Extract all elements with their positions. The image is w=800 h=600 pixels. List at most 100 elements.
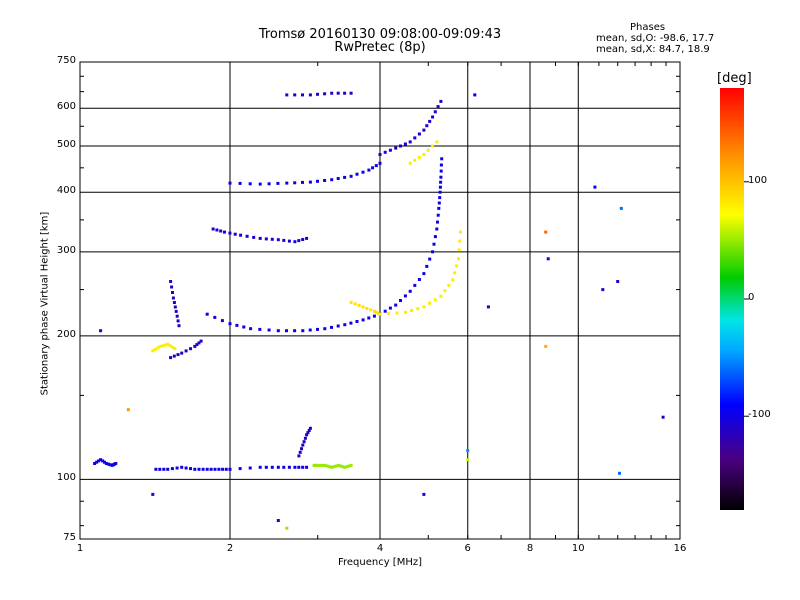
trace-point xyxy=(316,92,319,96)
trace-point xyxy=(282,465,286,469)
trace-point xyxy=(453,271,457,275)
trace-point xyxy=(428,119,432,123)
trace-point xyxy=(330,325,333,329)
x-tick-label: 10 xyxy=(571,543,585,554)
trace-point xyxy=(330,91,334,95)
trace-point xyxy=(457,248,461,252)
scatter-point xyxy=(285,526,289,530)
trace-point xyxy=(175,466,179,470)
trace-point xyxy=(223,230,226,234)
scatter-point xyxy=(661,415,665,419)
trace-point xyxy=(220,319,224,323)
trace-point xyxy=(285,93,289,97)
trace-point xyxy=(336,91,340,95)
trace-point xyxy=(184,349,188,353)
trace-point xyxy=(213,467,217,471)
y-tick-label: 300 xyxy=(56,244,76,256)
trace-point xyxy=(170,285,174,289)
trace-point xyxy=(439,175,443,179)
trace-point xyxy=(161,344,165,348)
y-tick-label: 750 xyxy=(56,55,76,66)
colorbar-label: [deg] xyxy=(717,71,752,86)
trace-point xyxy=(425,124,429,128)
trace-point xyxy=(248,182,252,186)
y-tick-label: 600 xyxy=(56,101,76,113)
trace-point xyxy=(349,463,353,467)
trace-point xyxy=(276,181,280,185)
trace-point xyxy=(171,296,175,300)
trace-point xyxy=(287,465,291,469)
trace-point xyxy=(172,301,176,304)
trace-point xyxy=(93,462,97,465)
trace-point xyxy=(285,181,289,185)
trace-point xyxy=(300,447,303,451)
y-tick-label: 75 xyxy=(63,532,76,543)
trace-point xyxy=(293,329,297,333)
trace-point xyxy=(339,464,342,468)
trace-point xyxy=(437,201,441,205)
scatter-point xyxy=(619,206,623,210)
trace-point xyxy=(323,92,327,96)
trace-point xyxy=(433,235,437,239)
trace-point xyxy=(248,466,252,470)
trace-point xyxy=(345,465,349,469)
trace-point xyxy=(403,294,407,298)
trace-point xyxy=(209,467,213,471)
trace-point xyxy=(316,179,319,183)
scatter-point xyxy=(126,408,130,412)
trace-point xyxy=(201,467,205,471)
trace-point xyxy=(355,320,359,323)
trace-point xyxy=(349,174,353,178)
trace-point xyxy=(383,309,387,313)
trace-point xyxy=(168,344,172,348)
trace-point xyxy=(297,465,301,469)
trace-point xyxy=(252,235,256,239)
trace-point xyxy=(436,213,440,217)
trace-point xyxy=(276,238,280,242)
trace-point xyxy=(316,327,319,331)
trace-point xyxy=(428,301,432,305)
trace-point xyxy=(193,467,197,471)
trace-point xyxy=(170,467,174,471)
trace-point xyxy=(422,272,426,276)
y-tick-label: 400 xyxy=(56,185,76,197)
trace-point xyxy=(336,324,340,328)
trace-point xyxy=(175,314,179,318)
trace-point xyxy=(422,153,426,156)
trace-point xyxy=(436,105,440,109)
trace-point xyxy=(99,458,103,462)
y-tick-label: 200 xyxy=(56,328,76,340)
trace-point xyxy=(399,144,402,148)
data-points xyxy=(93,91,665,530)
trace-point xyxy=(173,347,177,351)
trace-point xyxy=(106,462,110,466)
trace-point xyxy=(383,150,387,154)
scatter-point xyxy=(466,449,470,452)
trace-point xyxy=(438,190,442,194)
trace-point xyxy=(158,344,162,348)
trace-point xyxy=(233,232,237,236)
trace-point xyxy=(408,289,412,293)
trace-point xyxy=(224,467,228,471)
trace-point xyxy=(166,467,170,471)
trace-point xyxy=(325,464,329,468)
trace-point xyxy=(422,128,426,132)
trace-point xyxy=(153,347,157,351)
trace-point xyxy=(318,463,322,467)
trace-point xyxy=(327,465,331,469)
trace-point xyxy=(219,229,223,233)
grid-lines xyxy=(80,62,680,539)
trace-point xyxy=(439,99,443,103)
trace-point xyxy=(297,239,301,243)
trace-point xyxy=(293,181,297,185)
trace-point xyxy=(440,157,444,161)
y-tick-label: 500 xyxy=(56,138,76,150)
colorbar-tick-label: -100 xyxy=(748,409,771,421)
trace-point xyxy=(301,93,304,97)
x-axis-label: Frequency [MHz] xyxy=(337,557,423,568)
trace-point xyxy=(197,341,201,345)
trace-point xyxy=(172,354,176,358)
trace-point xyxy=(293,93,297,97)
trace-point xyxy=(258,327,262,331)
trace-point xyxy=(267,328,271,332)
